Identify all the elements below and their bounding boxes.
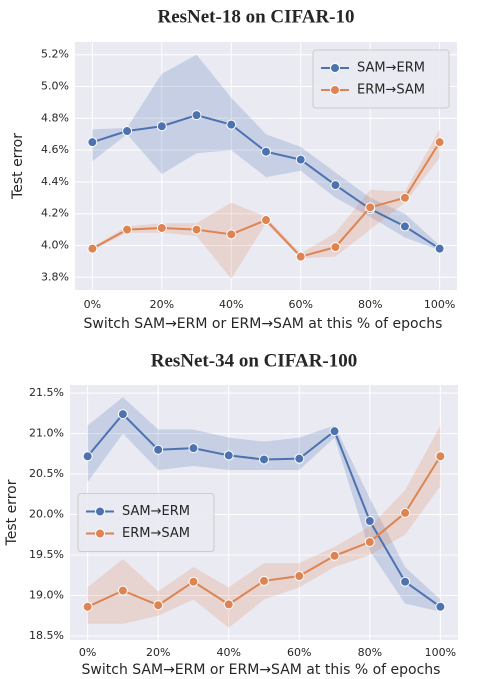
data-point bbox=[223, 599, 234, 610]
y-axis-label: Test error bbox=[10, 133, 26, 200]
x-tick-label: 40% bbox=[219, 298, 243, 311]
x-axis-label: Switch SAM→ERM or ERM→SAM at this % of e… bbox=[84, 316, 443, 332]
x-tick-label: 80% bbox=[358, 646, 382, 659]
y-tick-label: 4.2% bbox=[41, 207, 69, 220]
y-tick-label: 18.5% bbox=[29, 629, 64, 642]
data-point bbox=[226, 119, 237, 130]
x-tick-label: 40% bbox=[217, 646, 241, 659]
data-point bbox=[82, 451, 93, 462]
legend-marker bbox=[330, 85, 340, 95]
legend-label: ERM→SAM bbox=[357, 83, 425, 98]
y-tick-label: 20.5% bbox=[29, 467, 64, 480]
legend-marker bbox=[330, 63, 340, 73]
x-tick-label: 0% bbox=[84, 298, 101, 311]
legend-marker bbox=[95, 506, 105, 517]
data-point bbox=[434, 137, 445, 148]
data-point bbox=[294, 453, 305, 464]
legend-box bbox=[312, 49, 450, 109]
data-point bbox=[188, 443, 199, 454]
data-point bbox=[399, 221, 410, 232]
x-tick-label: 80% bbox=[358, 298, 382, 311]
confidence-band bbox=[87, 397, 441, 612]
data-point bbox=[330, 180, 341, 191]
data-point bbox=[191, 110, 202, 121]
data-point bbox=[223, 450, 234, 461]
legend-box bbox=[77, 493, 215, 552]
x-axis-label: Switch SAM→ERM or ERM→SAM at this % of e… bbox=[82, 662, 441, 678]
x-tick-label: 100% bbox=[424, 298, 455, 311]
data-point bbox=[87, 243, 98, 254]
legend: SAM→ERM ERM→SAM bbox=[312, 49, 450, 109]
y-tick-label: 4.0% bbox=[41, 238, 69, 251]
data-point bbox=[259, 454, 269, 465]
data-point bbox=[399, 192, 410, 203]
legend: SAM→ERM ERM→SAM bbox=[77, 493, 215, 552]
data-point bbox=[122, 224, 133, 235]
data-point bbox=[261, 146, 271, 157]
y-axis-label: Test error bbox=[4, 479, 20, 546]
data-point bbox=[364, 537, 375, 548]
y-tick-label: 20.0% bbox=[29, 508, 64, 521]
data-point bbox=[226, 229, 237, 240]
data-point bbox=[261, 215, 271, 226]
data-point bbox=[329, 426, 340, 437]
data-point bbox=[87, 137, 98, 148]
y-tick-label: 3.8% bbox=[41, 270, 69, 283]
data-point bbox=[364, 516, 375, 526]
data-point bbox=[400, 507, 411, 518]
legend-marker bbox=[95, 528, 105, 539]
data-point bbox=[117, 409, 128, 420]
y-tick-label: 5.2% bbox=[41, 48, 69, 61]
legend-label: SAM→ERM bbox=[357, 61, 425, 76]
data-point bbox=[295, 251, 306, 262]
x-tick-label: 20% bbox=[146, 646, 170, 659]
data-point bbox=[156, 121, 167, 132]
data-point bbox=[82, 601, 93, 612]
x-tick-label: 60% bbox=[289, 298, 313, 311]
x-tick-label: 0% bbox=[79, 646, 96, 659]
data-point bbox=[156, 223, 167, 233]
data-point bbox=[400, 576, 411, 587]
confidence-band bbox=[92, 129, 440, 279]
data-point bbox=[435, 601, 446, 612]
y-tick-label: 4.4% bbox=[41, 175, 69, 188]
data-point bbox=[191, 224, 202, 235]
x-tick-label: 20% bbox=[150, 298, 174, 311]
legend-label: ERM→SAM bbox=[122, 526, 190, 541]
data-point bbox=[122, 126, 133, 137]
confidence-band bbox=[87, 425, 441, 628]
data-point bbox=[153, 600, 164, 611]
data-point bbox=[434, 243, 445, 254]
y-tick-label: 5.0% bbox=[41, 80, 69, 93]
chart-title: ResNet-34 on CIFAR-100 bbox=[151, 350, 358, 371]
data-point bbox=[329, 550, 340, 561]
data-point bbox=[294, 571, 305, 582]
y-tick-label: 4.8% bbox=[41, 111, 69, 124]
data-point bbox=[295, 154, 306, 165]
data-point bbox=[153, 444, 164, 455]
x-tick-label: 100% bbox=[425, 646, 456, 659]
data-point bbox=[330, 242, 341, 253]
data-point bbox=[188, 576, 199, 587]
data-point bbox=[259, 575, 269, 586]
legend-label: SAM→ERM bbox=[122, 504, 190, 519]
x-tick-label: 60% bbox=[287, 646, 311, 659]
chart-title: ResNet-18 on CIFAR-10 bbox=[157, 6, 354, 27]
y-tick-label: 21.0% bbox=[29, 427, 64, 440]
data-point bbox=[117, 585, 128, 596]
y-tick-label: 4.6% bbox=[41, 143, 69, 156]
y-tick-label: 19.5% bbox=[29, 548, 64, 561]
data-point bbox=[365, 202, 376, 213]
data-point bbox=[435, 451, 446, 462]
y-tick-label: 21.5% bbox=[29, 386, 64, 399]
y-tick-label: 19.0% bbox=[29, 588, 64, 601]
